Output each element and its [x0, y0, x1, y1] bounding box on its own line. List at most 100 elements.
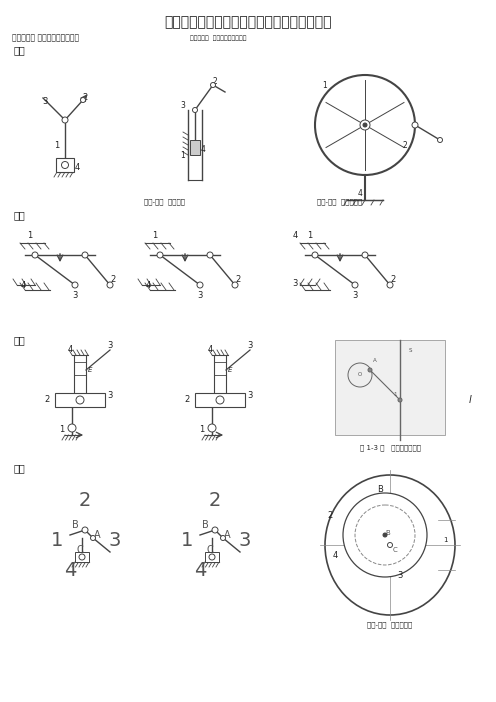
Circle shape: [207, 252, 213, 258]
Text: 1: 1: [443, 537, 447, 543]
Bar: [205, 552, 219, 562]
Text: 2: 2: [82, 93, 88, 102]
Text: 1: 1: [152, 230, 158, 239]
Text: 4: 4: [207, 345, 213, 355]
Text: 1: 1: [308, 230, 312, 239]
Text: C: C: [393, 547, 397, 553]
Bar: [335, 340, 445, 435]
Bar: [195, 393, 245, 407]
Text: 2: 2: [403, 140, 407, 150]
Text: 4: 4: [332, 550, 338, 559]
Circle shape: [362, 252, 368, 258]
Circle shape: [221, 536, 226, 541]
Text: 4: 4: [67, 345, 72, 355]
Text: 4: 4: [200, 145, 205, 154]
Circle shape: [62, 117, 68, 123]
Circle shape: [209, 554, 215, 560]
Circle shape: [82, 252, 88, 258]
Text: 3: 3: [42, 98, 48, 107]
Text: 3: 3: [248, 390, 252, 399]
Text: 1: 1: [199, 425, 205, 435]
Text: l: l: [469, 395, 471, 405]
Circle shape: [76, 396, 84, 404]
Text: 2: 2: [209, 491, 221, 510]
Text: 2: 2: [79, 491, 91, 510]
Circle shape: [90, 536, 96, 541]
Text: 4: 4: [74, 162, 80, 171]
Ellipse shape: [325, 475, 455, 615]
Circle shape: [80, 98, 85, 102]
Text: A: A: [224, 530, 230, 540]
Circle shape: [360, 120, 370, 130]
Circle shape: [82, 527, 88, 533]
Circle shape: [387, 282, 393, 288]
Circle shape: [68, 424, 76, 432]
Text: B: B: [385, 530, 390, 536]
Circle shape: [208, 424, 216, 432]
Text: 2: 2: [111, 275, 116, 284]
Bar: [75, 552, 89, 562]
Bar: [190, 140, 200, 155]
Text: 1: 1: [393, 392, 397, 397]
Text: B: B: [202, 520, 208, 530]
Text: 题１-２图  剪钢丝装置: 题１-２图 剪钢丝装置: [317, 199, 363, 205]
Circle shape: [212, 527, 218, 533]
Text: 3: 3: [239, 531, 251, 550]
Text: 4: 4: [64, 560, 76, 579]
Text: 4: 4: [145, 281, 151, 289]
Circle shape: [62, 161, 68, 168]
Text: 3: 3: [181, 100, 186, 110]
Circle shape: [72, 282, 78, 288]
Circle shape: [79, 554, 85, 560]
Text: 3: 3: [107, 340, 113, 350]
Text: 3: 3: [107, 390, 113, 399]
Circle shape: [398, 398, 402, 402]
Text: 1: 1: [322, 81, 327, 89]
Text: 题１-４图  偏心轮机构: 题１-４图 偏心轮机构: [368, 622, 413, 628]
Text: １４: １４: [14, 463, 26, 473]
Bar: [55, 393, 105, 407]
Text: 1: 1: [55, 140, 60, 150]
Circle shape: [383, 533, 387, 537]
Circle shape: [315, 75, 415, 175]
Text: 3: 3: [72, 291, 78, 300]
Text: 3: 3: [292, 279, 298, 288]
Text: 1: 1: [181, 531, 193, 550]
Text: 2: 2: [390, 275, 396, 284]
Circle shape: [352, 282, 358, 288]
Circle shape: [216, 396, 224, 404]
Circle shape: [355, 505, 415, 565]
Bar: [56, 158, 74, 172]
Circle shape: [387, 543, 392, 548]
Text: C: C: [76, 545, 83, 555]
Text: 2: 2: [327, 510, 333, 519]
Circle shape: [368, 368, 372, 372]
Text: B: B: [71, 520, 78, 530]
Text: E: E: [228, 367, 232, 373]
Text: 4: 4: [20, 281, 26, 289]
Circle shape: [210, 83, 215, 88]
Circle shape: [107, 282, 113, 288]
Text: １２: １２: [14, 210, 26, 220]
Text: １３: １３: [14, 335, 26, 345]
Text: O: O: [358, 373, 362, 378]
Circle shape: [32, 252, 38, 258]
Text: 机械设计基础第１章平面机构自由度习题解答: 机械设计基础第１章平面机构自由度习题解答: [164, 15, 332, 29]
Text: A: A: [94, 530, 100, 540]
Text: １１至１４  绘制机构运动简图．: １１至１４ 绘制机构运动简图．: [190, 35, 247, 41]
Text: 题１-１图  蹄刹机构: 题１-１图 蹄刹机构: [144, 199, 186, 205]
Circle shape: [348, 363, 372, 387]
Text: 4: 4: [292, 230, 298, 239]
Text: 4: 4: [358, 189, 363, 197]
Text: 3: 3: [352, 291, 358, 300]
Text: 3: 3: [109, 531, 121, 550]
Text: 2: 2: [44, 395, 50, 404]
Circle shape: [197, 282, 203, 288]
Text: 4: 4: [194, 560, 206, 579]
Text: 1: 1: [27, 230, 33, 239]
Text: 2: 2: [185, 395, 189, 404]
Circle shape: [412, 122, 418, 128]
Text: 题 1-3 图   缝纫机下针机构: 题 1-3 图 缝纫机下针机构: [360, 444, 421, 451]
Text: 3: 3: [197, 291, 203, 300]
Text: E: E: [88, 367, 92, 373]
